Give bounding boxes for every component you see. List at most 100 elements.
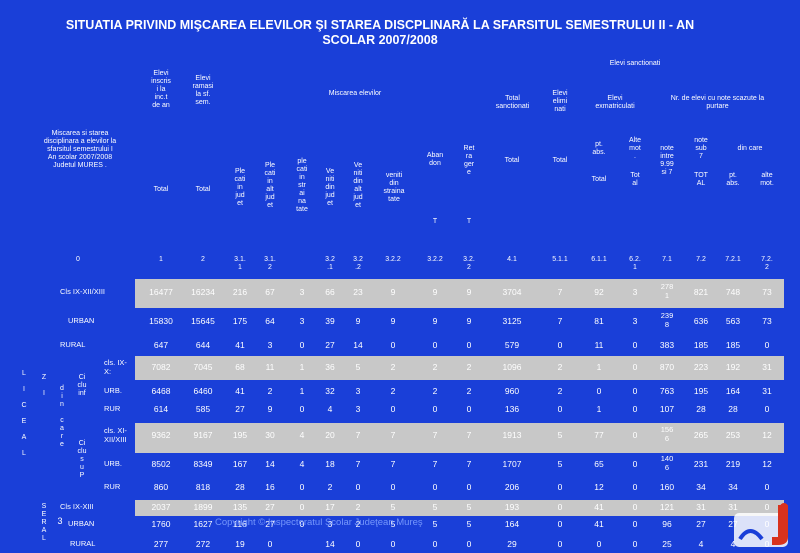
table-cell: 3 <box>267 340 273 350</box>
table-cell: 3 <box>632 316 638 326</box>
table-cell: 1096 <box>502 362 522 372</box>
miscarea-header: Miscarea elevilor <box>328 90 382 97</box>
column-code: 3.1. 2 <box>264 256 276 271</box>
table-cell: 136 <box>504 404 520 414</box>
t-header-1: T <box>432 218 438 225</box>
table-cell: 585 <box>195 404 211 414</box>
note-sub-header: note sub 7 <box>694 137 708 160</box>
table-cell: 9 <box>267 404 273 414</box>
table-cell: 160 <box>659 482 675 492</box>
table-row: URB. 8502 8349 167 14 4 18 7 7 7 7 1707 5 65 0 140 6 231… <box>0 454 800 473</box>
table-cell: 0 <box>390 340 396 350</box>
table-cell: 0 <box>466 539 472 549</box>
table-cell: 7 <box>466 459 472 469</box>
table-cell: 9 <box>390 316 396 326</box>
table-cell: 3 <box>355 386 361 396</box>
table-cell: 41 <box>594 502 604 512</box>
table-cell: 5 <box>390 502 396 512</box>
seral-label: S E R A L <box>41 503 47 542</box>
table-row: URB. 6468 6460 41 2 1 32 3 2 2 2 960 2 0 0 763 195 164 31 <box>0 386 800 400</box>
table-cell: 2 <box>355 519 361 529</box>
page-title: SITUATIA PRIVIND MIŞCAREA ELEVILOR ŞI ST… <box>65 18 695 47</box>
row-label: RUR <box>104 482 121 491</box>
table-cell: 156 6 <box>660 425 674 443</box>
table-cell: 19 <box>235 539 245 549</box>
table-cell: 206 <box>504 482 520 492</box>
copyright-watermark: Copyright © Inspectoratul Şcolar Judeţea… <box>215 517 423 528</box>
table-cell: 39 <box>325 316 335 326</box>
row-label: URB. <box>104 386 122 395</box>
table-cell: 647 <box>153 340 169 350</box>
table-cell: 64 <box>265 316 275 326</box>
table-cell: 563 <box>725 316 741 326</box>
table-cell: 32 <box>325 386 335 396</box>
table-cell: 2 <box>390 362 396 372</box>
table-cell: 20 <box>325 430 335 440</box>
table-cell: 383 <box>659 340 675 350</box>
logo-icon <box>734 503 788 547</box>
table-cell: 31 <box>762 362 772 372</box>
row-label: URB. <box>104 459 122 468</box>
table-cell: 30 <box>265 430 275 440</box>
table-cell: 5 <box>466 519 472 529</box>
veniti-strainatate-header: veniti din straina tate <box>383 172 405 203</box>
column-code: 3.2.2 <box>427 256 443 263</box>
table-row: Cls IX-XIII 2037 1899 135 27 0 17 2 5 5 5 193 0 41 0 12… <box>0 502 800 516</box>
column-code: 3.2. 2 <box>463 256 475 271</box>
table-cell: 7 <box>390 430 396 440</box>
table-cell: 219 <box>725 459 741 469</box>
table-cell: 0 <box>557 340 563 350</box>
alte-mot-header: Alte mot . <box>628 137 642 160</box>
column-code: 1 <box>159 256 163 263</box>
ciclu-inf-label: Ci clu inf <box>77 374 87 397</box>
table-cell: 3 <box>299 316 305 326</box>
total-header-1: Total <box>153 186 169 193</box>
table-cell: 7 <box>432 459 438 469</box>
table-cell: 763 <box>659 386 675 396</box>
row-label: cls. IX- X: <box>104 358 127 376</box>
table-cell: 0 <box>299 482 305 492</box>
highlight-band <box>135 423 784 453</box>
table-cell: 164 <box>725 386 741 396</box>
table-cell: 579 <box>504 340 520 350</box>
table-cell: 9 <box>355 316 361 326</box>
table-cell: 0 <box>764 482 770 492</box>
table-cell: 253 <box>725 430 741 440</box>
total-header-2: Total <box>195 186 211 193</box>
table-cell: 0 <box>466 404 472 414</box>
veniti-judet-header: Ve niti din jud et <box>325 168 335 207</box>
table-cell: 9 <box>466 316 472 326</box>
table-cell: 1 <box>299 386 305 396</box>
table-cell: 4 <box>299 459 305 469</box>
table-cell: 27 <box>325 340 335 350</box>
table-cell: 16 <box>265 482 275 492</box>
sanctionati-header: Elevi sanctionati <box>609 60 661 67</box>
table-cell: 278 1 <box>660 282 674 300</box>
column-code: 7.2 <box>696 256 706 263</box>
table-cell: 0 <box>355 539 361 549</box>
table-cell: 0 <box>596 386 602 396</box>
column-code: 3.2.2 <box>385 256 401 263</box>
table-cell: 614 <box>153 404 169 414</box>
table-cell: 14 <box>265 459 275 469</box>
table-cell: 27 <box>265 519 275 529</box>
table-cell: 6468 <box>151 386 171 396</box>
column-code: 2 <box>201 256 205 263</box>
note-intre-header: note intre 9.99 si 7 <box>660 145 674 176</box>
column-code: 6.1.1 <box>591 256 607 263</box>
table-cell: 0 <box>632 430 638 440</box>
table-cell: 0 <box>632 404 638 414</box>
column-code: 5.1.1 <box>552 256 568 263</box>
table-cell: 36 <box>325 362 335 372</box>
row-label: RUR <box>104 404 121 413</box>
table-cell: 66 <box>325 287 335 297</box>
table-cell: 860 <box>153 482 169 492</box>
table-cell: 29 <box>507 539 517 549</box>
total-sanct-sub-header: Total <box>504 157 520 164</box>
column-code: 7.1 <box>662 256 672 263</box>
table-cell: 0 <box>557 539 563 549</box>
column-code: 7.2. 2 <box>761 256 773 271</box>
table-cell: 2 <box>267 386 273 396</box>
table-cell: 16234 <box>191 287 215 297</box>
table-cell: 0 <box>764 502 770 512</box>
